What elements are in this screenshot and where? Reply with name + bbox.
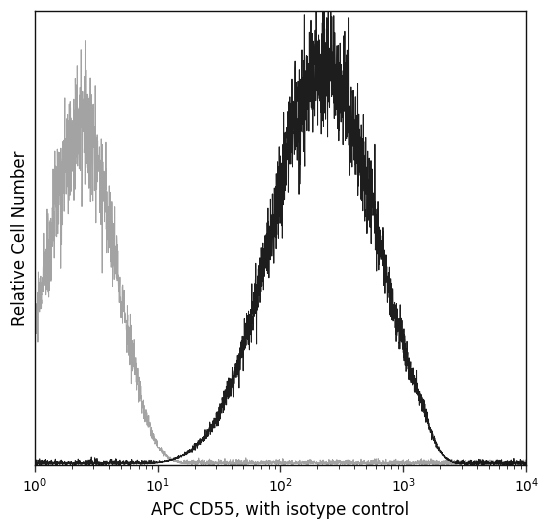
Y-axis label: Relative Cell Number: Relative Cell Number — [11, 151, 29, 326]
X-axis label: APC CD55, with isotype control: APC CD55, with isotype control — [151, 501, 410, 519]
